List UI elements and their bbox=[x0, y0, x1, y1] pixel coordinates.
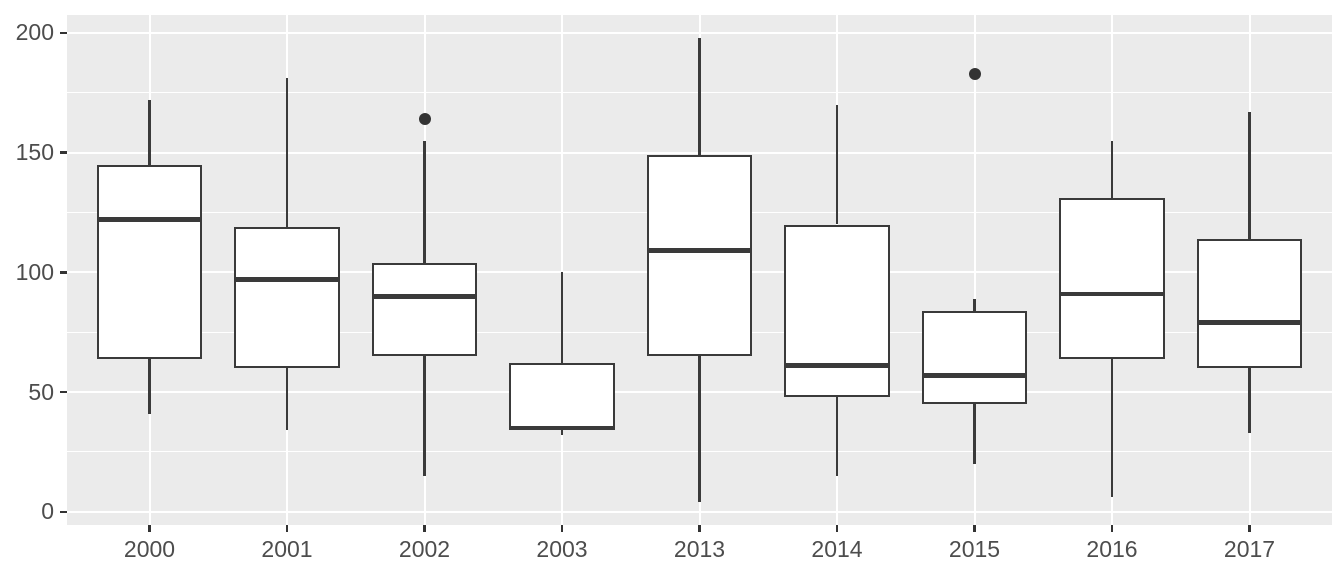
y-tick-label: 50 bbox=[28, 378, 54, 405]
y-tick-mark bbox=[60, 31, 67, 35]
x-tick-mark bbox=[835, 525, 839, 532]
whisker-upper bbox=[560, 272, 564, 364]
whisker-lower bbox=[973, 404, 976, 464]
iqr-box bbox=[371, 262, 478, 357]
whisker-upper bbox=[1110, 140, 1114, 199]
whisker-lower bbox=[285, 368, 289, 431]
iqr-box bbox=[646, 155, 753, 357]
y-tick-label: 0 bbox=[41, 498, 54, 525]
whisker-upper bbox=[423, 140, 426, 263]
x-tick-mark bbox=[698, 525, 701, 532]
y-tick-mark bbox=[60, 510, 67, 514]
x-tick-mark bbox=[148, 525, 151, 532]
x-tick-label: 2002 bbox=[398, 536, 451, 562]
median-line bbox=[1059, 291, 1165, 297]
iqr-box bbox=[1059, 198, 1165, 359]
x-tick-mark bbox=[1110, 525, 1114, 532]
x-tick-label: 2001 bbox=[261, 536, 313, 562]
x-tick-label: 2015 bbox=[948, 536, 1001, 562]
median-line bbox=[1196, 320, 1303, 326]
x-gridline-major bbox=[973, 15, 976, 525]
x-tick-label: 2014 bbox=[811, 536, 863, 562]
whisker-upper bbox=[148, 100, 151, 165]
outlier-point bbox=[418, 113, 431, 126]
median-line bbox=[234, 277, 340, 282]
whisker-lower bbox=[560, 430, 564, 436]
x-tick-label: 2013 bbox=[673, 536, 726, 562]
x-tick-label: 2003 bbox=[536, 536, 588, 562]
y-tick-mark bbox=[60, 151, 67, 154]
outlier-point bbox=[968, 67, 981, 80]
iqr-box bbox=[234, 226, 340, 369]
x-gridline-major bbox=[561, 15, 563, 525]
y-tick-label: 150 bbox=[15, 139, 54, 166]
median-line bbox=[646, 248, 753, 254]
whisker-lower bbox=[835, 396, 839, 476]
median-line bbox=[784, 363, 890, 369]
x-tick-label: 2017 bbox=[1223, 536, 1276, 562]
x-tick-label: 2016 bbox=[1086, 536, 1138, 562]
iqr-box bbox=[921, 310, 1028, 405]
whisker-upper bbox=[1248, 111, 1251, 239]
whisker-upper bbox=[698, 37, 701, 156]
whisker-upper bbox=[973, 298, 976, 311]
y-tick-label: 200 bbox=[15, 19, 54, 46]
x-tick-mark bbox=[285, 525, 289, 532]
iqr-box bbox=[1196, 238, 1303, 369]
median-line bbox=[921, 372, 1028, 378]
whisker-lower bbox=[1110, 358, 1114, 498]
whisker-upper bbox=[835, 104, 839, 225]
y-tick-mark bbox=[60, 271, 67, 274]
whisker-lower bbox=[148, 358, 151, 414]
whisker-upper bbox=[285, 78, 289, 227]
iqr-box bbox=[509, 363, 615, 431]
median-line bbox=[96, 217, 203, 223]
x-tick-mark bbox=[1248, 525, 1251, 532]
y-tick-label: 100 bbox=[15, 258, 54, 285]
median-line bbox=[371, 293, 478, 299]
x-tick-mark bbox=[560, 525, 564, 532]
whisker-lower bbox=[698, 356, 701, 503]
whisker-lower bbox=[1248, 368, 1251, 433]
whisker-lower bbox=[423, 356, 426, 476]
iqr-box bbox=[784, 224, 890, 397]
x-tick-mark bbox=[423, 525, 426, 532]
iqr-box bbox=[96, 164, 203, 359]
x-tick-mark bbox=[973, 525, 976, 532]
y-tick-mark bbox=[60, 390, 67, 394]
x-tick-label: 2000 bbox=[123, 536, 176, 562]
median-line bbox=[509, 425, 615, 431]
